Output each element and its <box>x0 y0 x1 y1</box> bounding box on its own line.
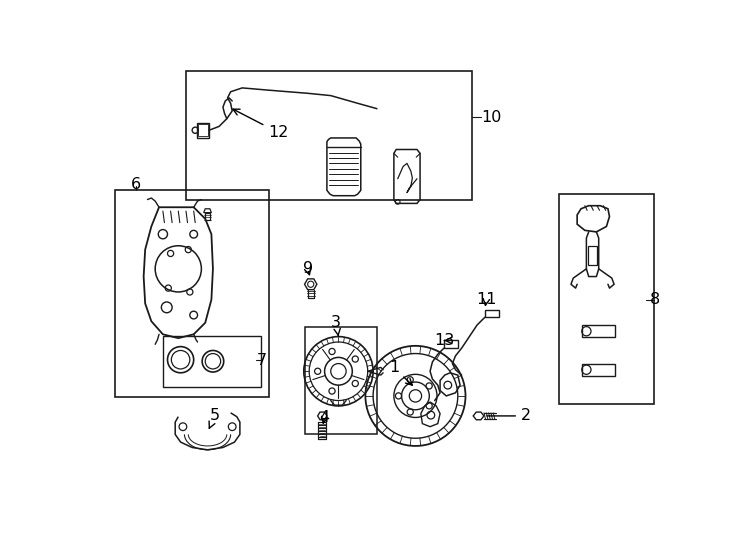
Text: 4: 4 <box>319 410 330 425</box>
Text: 7: 7 <box>257 353 267 368</box>
Bar <box>559 194 654 403</box>
Text: 1: 1 <box>389 360 413 385</box>
Text: 8: 8 <box>650 292 660 307</box>
Bar <box>198 124 208 137</box>
Text: 6: 6 <box>131 177 141 192</box>
Text: 5: 5 <box>209 408 220 428</box>
Bar <box>582 363 615 376</box>
Bar <box>444 340 458 348</box>
Bar <box>582 325 615 338</box>
Bar <box>588 246 597 265</box>
Text: 10: 10 <box>481 110 501 125</box>
Text: 13: 13 <box>435 333 455 348</box>
Text: 12: 12 <box>233 109 288 140</box>
Bar <box>163 336 261 387</box>
Text: 11: 11 <box>476 292 496 307</box>
Text: 9: 9 <box>302 261 313 276</box>
Bar <box>115 190 269 397</box>
Bar <box>206 213 210 220</box>
Bar <box>305 327 377 434</box>
Bar <box>186 71 473 200</box>
Text: 3: 3 <box>331 315 341 336</box>
Bar <box>484 309 498 318</box>
Text: 2: 2 <box>487 408 531 423</box>
Bar <box>197 123 209 138</box>
